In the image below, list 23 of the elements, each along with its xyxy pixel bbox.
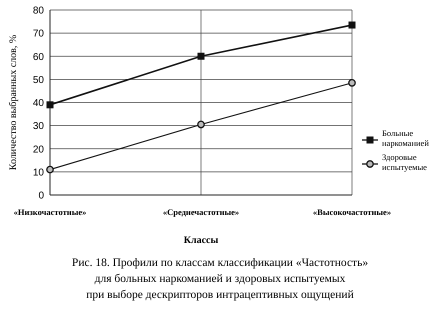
x-axis-title: Классы [184, 235, 218, 246]
point [197, 120, 205, 128]
point [46, 101, 54, 108]
point [348, 78, 356, 87]
y-tick-label: 10 [32, 167, 44, 178]
y-tick-label: 80 [32, 6, 44, 16]
y-tick-label: 20 [32, 144, 44, 156]
legend-label: Больные наркоманией [382, 128, 430, 148]
x-tick-label: «Низкочастотные» [14, 207, 86, 217]
y-tick-label: 30 [32, 121, 44, 132]
y-axis-title: Количество выбранных слов, % [8, 34, 19, 170]
y-tick-label: 60 [32, 52, 44, 63]
legend-label: Здоровые испытуемые [382, 152, 428, 172]
x-tick-label: «Высокочастотные» [312, 207, 392, 217]
y-tick-label: 70 [32, 28, 44, 40]
point [348, 22, 356, 29]
point [46, 166, 54, 174]
text: Рис. 18. Профили по классам классификации «Частотность» для больных наркоманией и здоровых испытуемых при выборе дескрипторов интрацептивных ощущений [72, 257, 368, 301]
y-tick-label: 0 [38, 190, 44, 202]
point [198, 52, 204, 60]
x-tick-label: «Среднечастотные» [162, 207, 240, 217]
y-tick-label: 40 [32, 98, 44, 109]
y-tick-label: 50 [32, 74, 44, 86]
